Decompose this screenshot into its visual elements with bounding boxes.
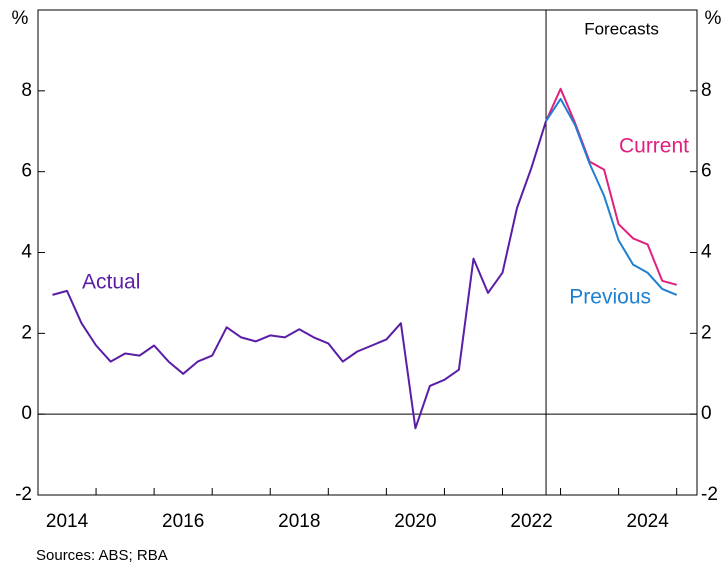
y2-tick-label: 4 bbox=[701, 242, 712, 263]
x-tick-label: 2024 bbox=[627, 511, 670, 532]
y-tick-label: 0 bbox=[21, 403, 32, 424]
x-tick-label: 2018 bbox=[278, 511, 320, 532]
series-line bbox=[545, 97, 678, 296]
series-label: Actual bbox=[82, 271, 140, 294]
y-tick-label: 4 bbox=[21, 242, 32, 263]
x-tick-label: 2016 bbox=[162, 511, 204, 532]
y2-tick-label: 6 bbox=[701, 161, 712, 182]
annotation: Forecasts bbox=[584, 19, 659, 38]
y-tick-label: 6 bbox=[21, 161, 32, 182]
y-tick-label: -2 bbox=[15, 484, 32, 505]
x-tick-label: 2022 bbox=[510, 511, 552, 532]
y2-tick-label: 8 bbox=[701, 80, 712, 101]
series-label: Previous bbox=[569, 286, 651, 309]
y2-tick-label: 0 bbox=[701, 403, 712, 424]
x-tick-label: 2014 bbox=[46, 511, 89, 532]
plot-frame bbox=[37, 9, 698, 496]
y2-axis-label: % bbox=[705, 8, 722, 29]
source: Sources: ABS; RBA bbox=[36, 547, 168, 564]
series-label: Current bbox=[619, 135, 689, 158]
y-axis-label: % bbox=[12, 8, 29, 29]
y2-tick-label: 2 bbox=[701, 322, 712, 343]
y2-tick-label: -2 bbox=[701, 484, 718, 505]
series-line bbox=[545, 87, 677, 286]
x-tick-label: 2020 bbox=[394, 511, 436, 532]
y-tick-label: 2 bbox=[21, 322, 32, 343]
series-line bbox=[52, 120, 547, 430]
y-tick-label: 8 bbox=[21, 80, 32, 101]
